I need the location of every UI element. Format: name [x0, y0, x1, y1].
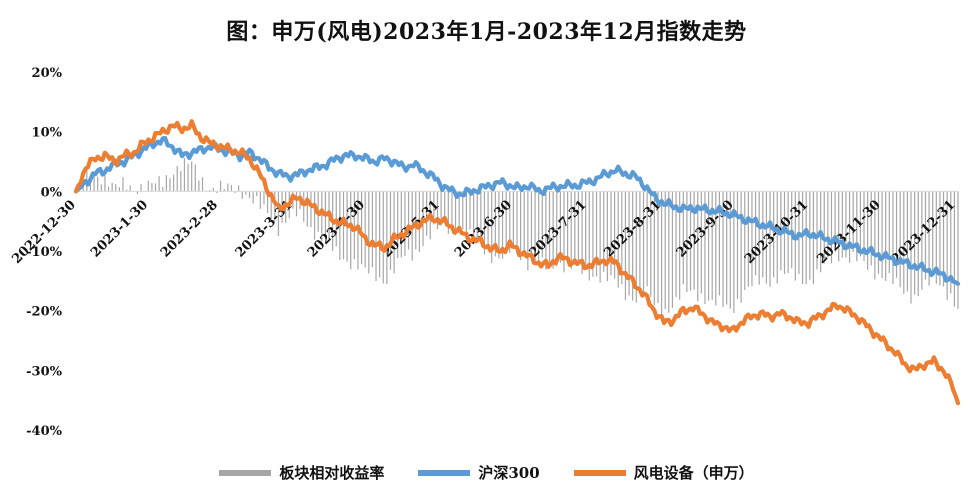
- y-tick-label-6: -40%: [26, 424, 62, 439]
- relative-return-bars: [82, 157, 959, 318]
- x-tick-label-7: 2023-7-31: [527, 198, 590, 261]
- legend-item-hs300: 沪深300: [418, 462, 540, 483]
- legend-label-bars: 板块相对收益率: [279, 464, 385, 482]
- y-tick-label-2: 0%: [41, 185, 63, 200]
- legend-swatch-bars: [219, 469, 272, 476]
- legend-label-hs300: 沪深300: [478, 464, 540, 482]
- wind-power-line: [73, 119, 961, 406]
- legend-item-bars: 板块相对收益率: [219, 462, 384, 483]
- legend-swatch-hs300: [418, 469, 471, 476]
- y-tick-label-0: 20%: [32, 66, 63, 81]
- chart-title: 图：申万(风电)2023年1月-2023年12月指数走势: [226, 19, 747, 45]
- x-tick-label-1: 2023-1-30: [88, 198, 151, 261]
- y-tick-label-4: -20%: [26, 305, 62, 320]
- legend-label-wind: 风电设备（申万）: [633, 464, 754, 482]
- hs300-line: [73, 136, 961, 286]
- y-tick-label-5: -30%: [26, 364, 62, 379]
- legend: 板块相对收益率 沪深300 风电设备（申万）: [0, 462, 973, 483]
- y-tick-label-3: -10%: [26, 245, 62, 260]
- legend-item-wind: 风电设备（申万）: [573, 462, 754, 483]
- y-tick-label-1: 10%: [32, 126, 63, 141]
- y-axis-ticks: 20% 10% 0% -10% -20% -30% -40%: [26, 66, 62, 439]
- x-tick-label-12: 2023-12-31: [889, 198, 958, 267]
- series-lines: [73, 119, 961, 406]
- legend-swatch-wind: [573, 469, 626, 476]
- x-tick-label-2: 2023-2-28: [158, 198, 221, 261]
